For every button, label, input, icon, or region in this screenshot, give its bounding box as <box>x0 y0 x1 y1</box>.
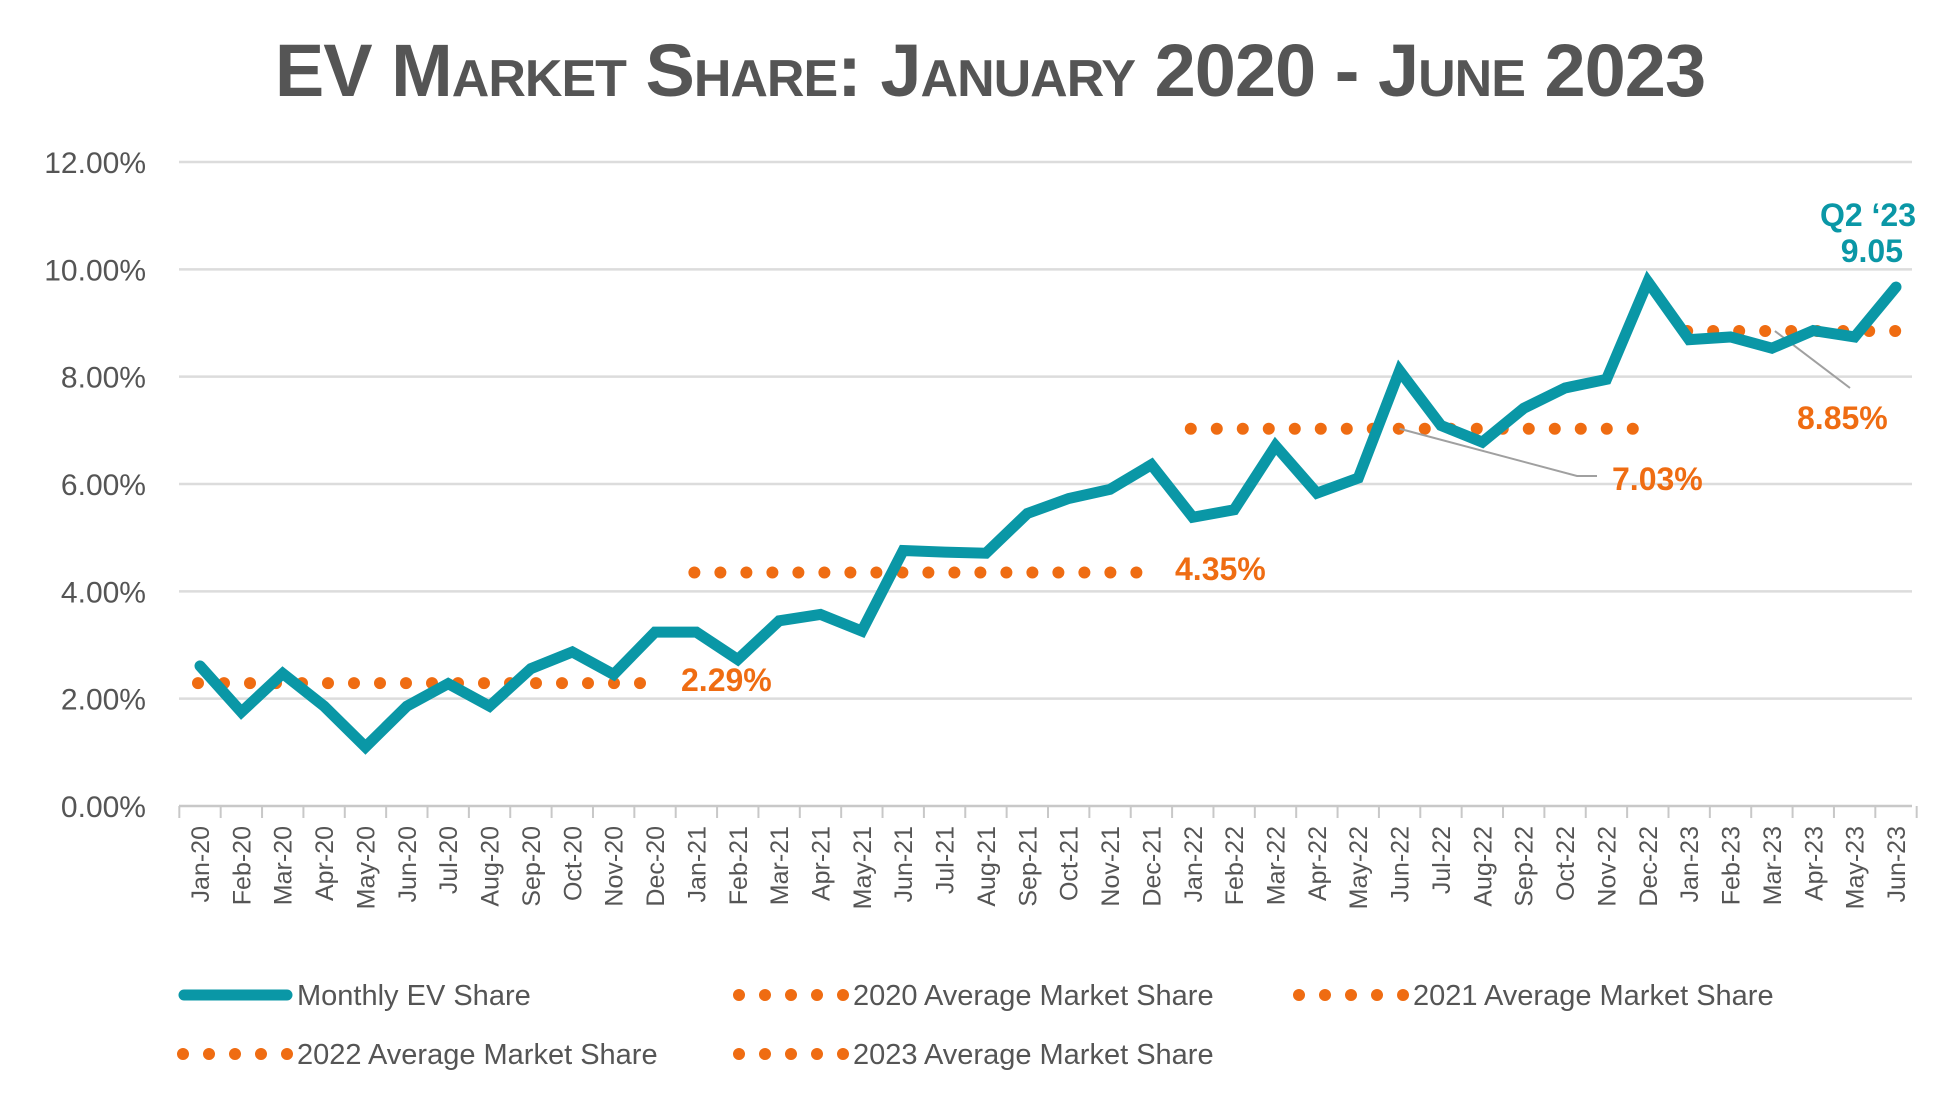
legend-label: 2023 Average Market Share <box>853 1039 1214 1071</box>
y-tick-label: 0.00% <box>61 791 146 824</box>
y-tick-label: 4.00% <box>61 576 146 609</box>
y-tick-label: 2.00% <box>61 684 146 717</box>
x-tick-label: Sep-21 <box>1014 826 1042 907</box>
monthly-ev-share-line <box>194 270 1902 755</box>
x-tick-label: Oct-20 <box>559 826 587 901</box>
legend-label: 2022 Average Market Share <box>297 1039 658 1071</box>
x-tick-label: Mar-20 <box>270 826 298 905</box>
x-tick-label: Oct-22 <box>1552 826 1580 901</box>
x-tick-label: Sep-20 <box>518 826 546 907</box>
x-tick-label: Jul-21 <box>932 826 960 894</box>
x-tick-label: Sep-22 <box>1511 826 1539 907</box>
x-tick-label: Jan-20 <box>187 826 215 902</box>
x-tick-label: Apr-20 <box>311 826 339 901</box>
x-tick-label: May-20 <box>352 826 380 909</box>
x-tick-label: Apr-23 <box>1800 826 1828 901</box>
average-label: 8.85% <box>1797 400 1888 436</box>
x-tick-label: Aug-20 <box>477 826 505 907</box>
x-tick-label: Dec-21 <box>1138 826 1166 907</box>
x-tick-label: Jan-23 <box>1676 826 1704 902</box>
x-tick-label: Feb-21 <box>725 826 753 905</box>
x-tick-label: Mar-23 <box>1759 826 1787 905</box>
average-label: 4.35% <box>1175 551 1266 587</box>
chart-title: EV Market Share: January 2020 - June 202… <box>274 29 1706 112</box>
x-tick-label: Feb-20 <box>228 826 256 905</box>
x-tick-label: May-23 <box>1842 826 1870 909</box>
x-tick-label: Feb-23 <box>1718 826 1746 905</box>
y-tick-label: 8.00% <box>61 362 146 395</box>
x-tick-label: Jun-20 <box>394 826 422 902</box>
x-tick-label: Aug-22 <box>1469 826 1497 907</box>
x-tick-label: May-22 <box>1345 826 1373 909</box>
x-tick-label: Jan-21 <box>683 826 711 902</box>
x-tick-label: Jan-22 <box>1180 826 1208 902</box>
legend-label: 2020 Average Market Share <box>853 980 1214 1012</box>
x-tick-label: Aug-21 <box>973 826 1001 907</box>
x-tick-label: Nov-22 <box>1593 826 1621 907</box>
x-tick-label: May-21 <box>849 826 877 909</box>
x-tick-label: Apr-21 <box>807 826 835 901</box>
x-tick-label: Jun-23 <box>1883 826 1911 902</box>
x-tick-label: Mar-21 <box>766 826 794 905</box>
x-tick-label: Oct-21 <box>1056 826 1084 901</box>
legend-label: 2021 Average Market Share <box>1413 980 1774 1012</box>
q2-annotation-title: Q2 ‘23 <box>1820 197 1916 233</box>
q2-annotation-value: 9.05 <box>1841 233 1903 269</box>
y-tick-label: 12.00% <box>44 147 146 180</box>
average-label: 7.03% <box>1612 461 1703 497</box>
x-tick-label: Apr-22 <box>1304 826 1332 901</box>
y-tick-label: 6.00% <box>61 469 146 502</box>
x-tick-label: Jul-22 <box>1428 826 1456 894</box>
x-tick-label: Dec-20 <box>642 826 670 907</box>
legend-label: Monthly EV Share <box>297 980 531 1012</box>
x-tick-label: Nov-20 <box>601 826 629 907</box>
x-tick-label: Jun-21 <box>890 826 918 902</box>
average-label: 2.29% <box>681 662 772 698</box>
x-tick-label: Dec-22 <box>1635 826 1663 907</box>
leader-line-2022 <box>1399 427 1597 477</box>
x-tick-label: Nov-21 <box>1097 826 1125 907</box>
x-tick-label: Jul-20 <box>435 826 463 894</box>
x-tick-label: Jun-22 <box>1387 826 1415 902</box>
x-tick-label: Feb-22 <box>1221 826 1249 905</box>
x-tick-label: Mar-22 <box>1263 826 1291 905</box>
y-tick-label: 10.00% <box>44 254 146 287</box>
